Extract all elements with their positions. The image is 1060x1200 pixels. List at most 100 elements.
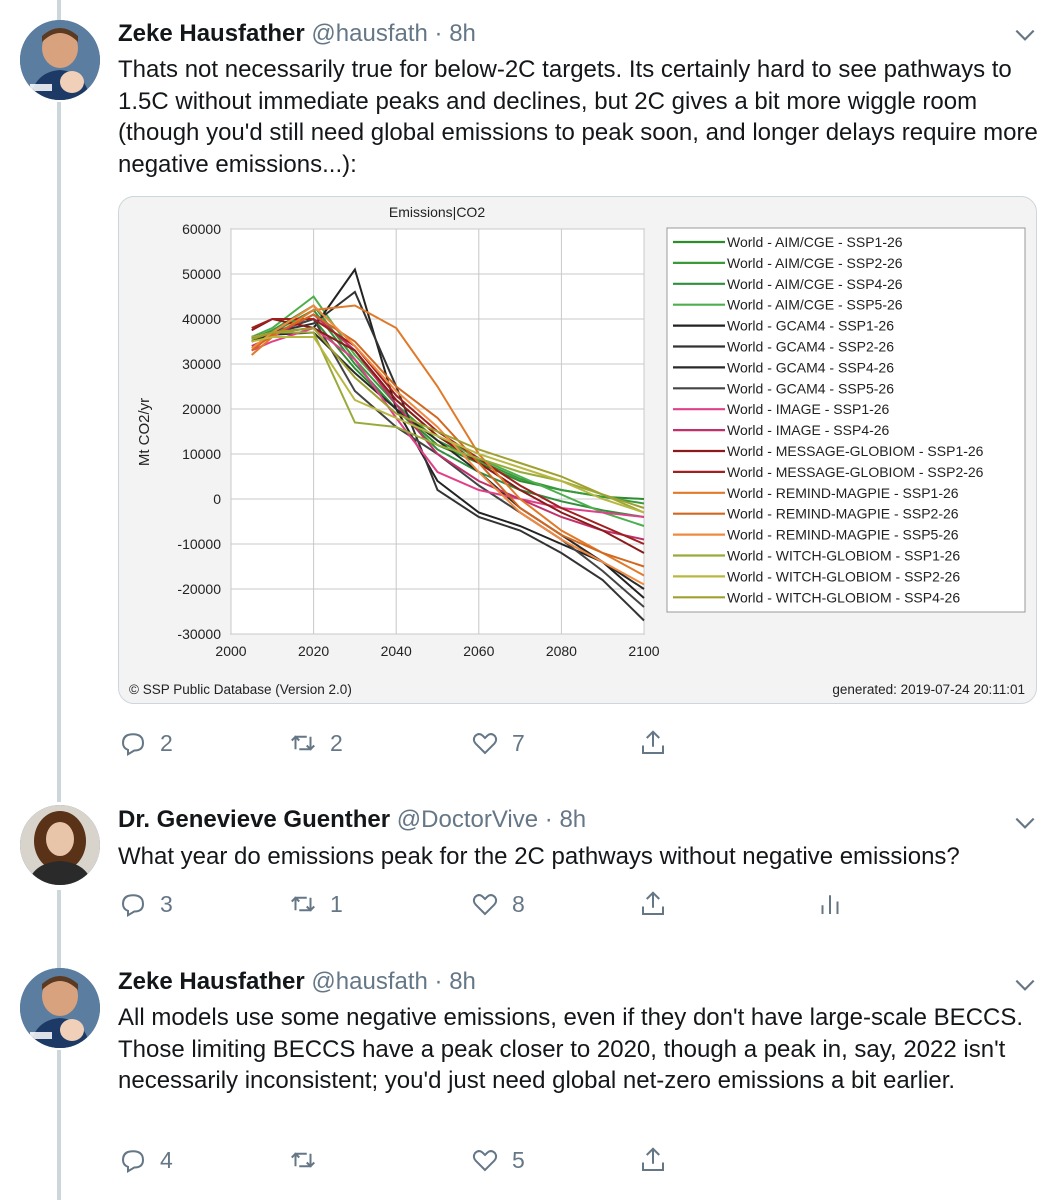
tweet-actions: 3 1 8: [118, 887, 858, 921]
legend-label: World - AIM/CGE - SSP1-26: [727, 234, 903, 250]
legend-label: World - AIM/CGE - SSP5-26: [727, 297, 903, 313]
series-line: [251, 326, 645, 509]
retweet-icon: [291, 1152, 315, 1168]
series-line: [251, 304, 645, 586]
legend-label: World - WITCH-GLOBIOM - SSP2-26: [727, 568, 960, 584]
avatar[interactable]: [20, 805, 100, 885]
like-button[interactable]: 8: [470, 887, 525, 921]
legend-label: World - GCAM4 - SSP5-26: [727, 380, 894, 396]
timestamp[interactable]: 8h: [559, 806, 587, 833]
y-tick-label: 20000: [182, 401, 221, 417]
chart-image[interactable]: 2000 2020 2040 2060 2080 2100 60000 50000 40000 3…: [118, 196, 1037, 704]
share-button[interactable]: [638, 887, 668, 921]
reply-button[interactable]: 2: [118, 726, 173, 760]
author-name[interactable]: Dr. Genevieve Guenther: [118, 806, 391, 833]
reply-button[interactable]: 3: [118, 887, 173, 921]
heart-icon: [472, 1150, 498, 1172]
tweet[interactable]: Zeke Hausfather @hausfath · 8h Thats not…: [0, 0, 1060, 800]
like-button[interactable]: 5: [470, 1143, 525, 1177]
y-tick-label: 10000: [182, 446, 221, 462]
y-tick-label: 60000: [182, 221, 221, 237]
series-line: [251, 313, 645, 568]
timestamp[interactable]: 8h: [449, 968, 476, 995]
tweet[interactable]: Dr. Genevieve Guenther @DoctorVive · 8h …: [0, 800, 1060, 960]
series-line: [251, 331, 645, 514]
reply-button[interactable]: 4: [118, 1143, 173, 1177]
tweet[interactable]: Zeke Hausfather @hausfath · 8h All model…: [0, 960, 1060, 1200]
tweet-header: Zeke Hausfather @hausfath · 8h: [118, 967, 476, 997]
x-tick-label: 2060: [463, 643, 494, 659]
reply-count: 3: [160, 890, 173, 917]
series-line: [251, 290, 645, 622]
tweet-header: Zeke Hausfather @hausfath · 8h: [118, 19, 476, 49]
tweet-actions: 2 2 7: [118, 726, 858, 760]
y-tick-label: 50000: [182, 266, 221, 282]
chart-title: Emissions|CO2: [389, 204, 485, 220]
heart-icon: [472, 733, 498, 755]
y-tick-label: 0: [213, 491, 221, 507]
retweet-count: 1: [330, 890, 343, 917]
chevron-down-icon[interactable]: [1012, 972, 1038, 998]
retweet-count: 2: [330, 729, 343, 756]
author-name[interactable]: Zeke Hausfather: [118, 20, 305, 47]
chart-footer-source: © SSP Public Database (Version 2.0): [129, 682, 352, 697]
y-tick-label: -30000: [177, 626, 221, 642]
reply-icon: [121, 894, 145, 918]
retweet-button[interactable]: [288, 1143, 330, 1177]
reply-icon: [121, 1150, 145, 1174]
share-icon: [642, 730, 664, 754]
avatar[interactable]: [20, 968, 100, 1048]
y-tick-label: 40000: [182, 311, 221, 327]
separator-dot: ·: [434, 968, 443, 995]
legend-label: World - GCAM4 - SSP2-26: [727, 339, 894, 355]
like-button[interactable]: 7: [470, 726, 525, 760]
reply-count: 2: [160, 729, 173, 756]
timestamp[interactable]: 8h: [449, 20, 476, 47]
thread-line: [57, 1050, 61, 1200]
author-handle[interactable]: @DoctorVive: [396, 806, 539, 833]
author-handle[interactable]: @hausfath: [311, 20, 428, 47]
tweet-text: What year do emissions peak for the 2C p…: [118, 843, 960, 870]
chart-footer-generated: generated: 2019-07-24 20:11:01: [832, 682, 1025, 697]
tweet-text: Thats not necessarily true for below-2C …: [118, 56, 1038, 178]
series-line: [251, 308, 645, 518]
legend-label: World - REMIND-MAGPIE - SSP2-26: [727, 506, 959, 522]
share-icon: [642, 891, 664, 915]
y-axis-label: Mt CO2/yr: [136, 398, 153, 466]
like-count: 7: [512, 729, 525, 756]
series-line: [251, 304, 645, 577]
share-icon: [642, 1147, 664, 1171]
legend-box: [666, 227, 1026, 613]
analytics-icon: [821, 895, 839, 914]
x-tick-label: 2000: [215, 643, 246, 659]
author-handle[interactable]: @hausfath: [311, 968, 428, 995]
thread-line: [57, 890, 61, 968]
x-tick-label: 2020: [298, 643, 329, 659]
chevron-down-icon[interactable]: [1012, 22, 1038, 48]
x-tick-label: 2040: [381, 643, 412, 659]
analytics-button[interactable]: [815, 887, 845, 921]
share-button[interactable]: [638, 1143, 668, 1177]
avatar[interactable]: [20, 20, 100, 100]
like-count: 5: [512, 1146, 525, 1173]
series-line: [251, 336, 645, 514]
legend-label: World - WITCH-GLOBIOM - SSP4-26: [727, 589, 960, 605]
share-button[interactable]: [638, 726, 668, 760]
legend-label: World - IMAGE - SSP4-26: [727, 422, 890, 438]
retweet-button[interactable]: 2: [288, 726, 343, 760]
x-tick-label: 2100: [628, 643, 659, 659]
separator-dot: ·: [544, 806, 553, 833]
retweet-button[interactable]: 1: [288, 887, 343, 921]
thread-line: [57, 102, 61, 802]
tweet-text: All models use some negative emissions, …: [118, 1004, 1024, 1094]
retweet-icon: [291, 896, 315, 912]
chevron-down-icon[interactable]: [1012, 810, 1038, 836]
author-name[interactable]: Zeke Hausfather: [118, 968, 305, 995]
legend-label: World - MESSAGE-GLOBIOM - SSP2-26: [727, 464, 984, 480]
retweet-icon: [291, 735, 315, 751]
tweet-header: Dr. Genevieve Guenther @DoctorVive · 8h: [118, 805, 586, 835]
x-tick-label: 2080: [546, 643, 577, 659]
y-tick-label: -20000: [177, 581, 221, 597]
legend-label: World - GCAM4 - SSP1-26: [727, 318, 894, 334]
like-count: 8: [512, 890, 525, 917]
